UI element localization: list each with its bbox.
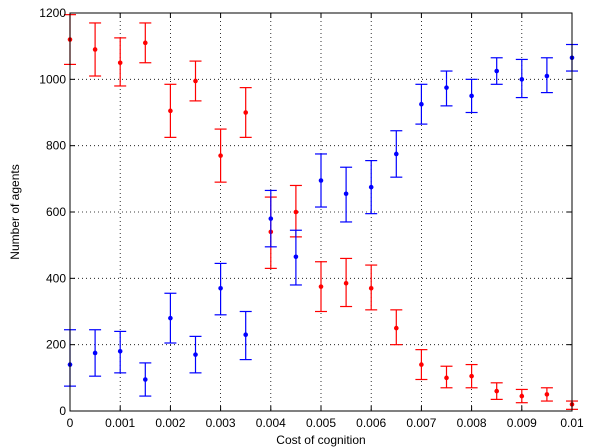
data-point bbox=[243, 332, 248, 338]
x-tick-label: 0.001 bbox=[105, 416, 135, 430]
y-tick-label: 200 bbox=[46, 338, 66, 352]
data-point bbox=[293, 254, 299, 260]
data-point bbox=[494, 388, 500, 394]
data-point bbox=[293, 209, 299, 215]
x-tick-label: 0.006 bbox=[356, 416, 386, 430]
y-tick-label: 600 bbox=[46, 205, 66, 219]
y-tick-label: 1000 bbox=[39, 72, 66, 86]
data-point bbox=[544, 392, 550, 397]
data-point bbox=[318, 284, 324, 289]
data-point bbox=[218, 153, 223, 158]
data-point bbox=[444, 375, 449, 381]
x-tick-label: 0.004 bbox=[256, 416, 286, 430]
data-point bbox=[143, 377, 148, 382]
x-tick-label: 0.009 bbox=[507, 416, 537, 430]
x-tick-label: 0.01 bbox=[560, 416, 584, 430]
x-tick-label: 0.005 bbox=[306, 416, 336, 430]
x-tick-label: 0 bbox=[67, 416, 74, 430]
data-point bbox=[143, 40, 148, 46]
data-point bbox=[318, 178, 324, 183]
y-tick-label: 0 bbox=[59, 404, 66, 418]
x-axis-label: Cost of cognition bbox=[276, 433, 365, 447]
data-point bbox=[469, 93, 474, 99]
y-axis-label: Number of agents bbox=[8, 164, 22, 259]
data-point bbox=[92, 47, 98, 52]
data-point bbox=[168, 315, 173, 321]
data-point bbox=[444, 85, 449, 90]
data-point bbox=[544, 73, 550, 79]
plot-area bbox=[70, 13, 572, 411]
data-point bbox=[243, 110, 248, 115]
data-point bbox=[394, 151, 399, 157]
x-tick-label: 0.003 bbox=[206, 416, 236, 430]
data-point bbox=[117, 349, 123, 354]
y-tick-label: 400 bbox=[46, 271, 66, 285]
y-tick-label: 1200 bbox=[39, 6, 66, 20]
data-point bbox=[394, 325, 399, 331]
data-point bbox=[193, 352, 198, 357]
data-point bbox=[368, 285, 374, 291]
axis-ticks: 0 0.001 0.002 0.003 0.004 0.005 0.006 0.007 0.00… bbox=[39, 6, 584, 430]
data-point bbox=[343, 281, 349, 286]
data-point bbox=[218, 285, 223, 291]
data-point bbox=[419, 362, 424, 367]
data-point bbox=[469, 373, 474, 379]
data-point bbox=[519, 77, 525, 82]
data-point bbox=[92, 350, 98, 356]
data-point bbox=[368, 184, 374, 190]
x-tick-label: 0.007 bbox=[406, 416, 436, 430]
data-point bbox=[494, 68, 500, 74]
x-tick-label: 0.008 bbox=[457, 416, 487, 430]
data-point bbox=[343, 191, 349, 197]
data-point bbox=[419, 101, 424, 107]
data-point bbox=[268, 216, 274, 221]
data-point bbox=[168, 108, 173, 114]
data-series bbox=[64, 14, 578, 410]
data-point bbox=[117, 60, 123, 66]
data-point bbox=[519, 393, 525, 399]
x-tick-label: 0.002 bbox=[155, 416, 185, 430]
y-tick-label: 800 bbox=[46, 139, 66, 153]
data-point bbox=[193, 78, 198, 84]
